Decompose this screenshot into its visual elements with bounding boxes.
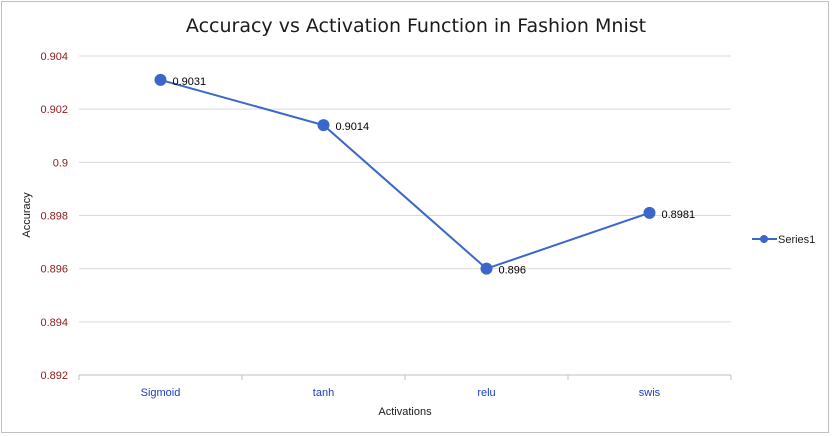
- legend[interactable]: Series1: [752, 234, 815, 246]
- chart-title: Accuracy vs Activation Function in Fashi…: [186, 15, 646, 37]
- y-tick-label: 0.896: [40, 264, 68, 276]
- legend-label: Series1: [778, 234, 815, 246]
- y-tick-label: 0.892: [40, 370, 68, 382]
- data-point: [154, 73, 167, 86]
- data-point: [643, 206, 656, 219]
- y-axis-ticks: 0.892 0.894 0.896 0.898 0.9 0.902 0.904: [40, 51, 68, 382]
- x-axis-title: Activations: [378, 406, 432, 418]
- series-line: [160, 78, 650, 270]
- data-label: 0.896: [499, 265, 527, 277]
- y-tick-label: 0.898: [40, 211, 68, 223]
- data-point: [480, 262, 493, 275]
- x-tick-label: swis: [639, 387, 661, 399]
- data-label: 0.8981: [662, 209, 696, 221]
- y-tick-label: 0.9: [53, 157, 68, 169]
- x-tick-label: Sigmoid: [141, 387, 181, 399]
- series-layer: 0.9031 0.9014 0.896 0.8981: [154, 73, 696, 277]
- legend-marker: [760, 235, 768, 243]
- y-axis-title: Accuracy: [21, 192, 33, 238]
- x-tick-label: tanh: [313, 387, 334, 399]
- y-tick-label: 0.904: [40, 51, 68, 63]
- data-label: 0.9031: [173, 76, 207, 88]
- data-label: 0.9014: [336, 121, 370, 133]
- y-tick-label: 0.894: [40, 317, 68, 329]
- x-axis: Sigmoid tanh relu swis: [78, 374, 732, 399]
- x-tick-label: relu: [477, 387, 495, 399]
- data-point: [317, 119, 330, 132]
- y-tick-label: 0.902: [40, 104, 68, 116]
- gridlines: [79, 55, 731, 323]
